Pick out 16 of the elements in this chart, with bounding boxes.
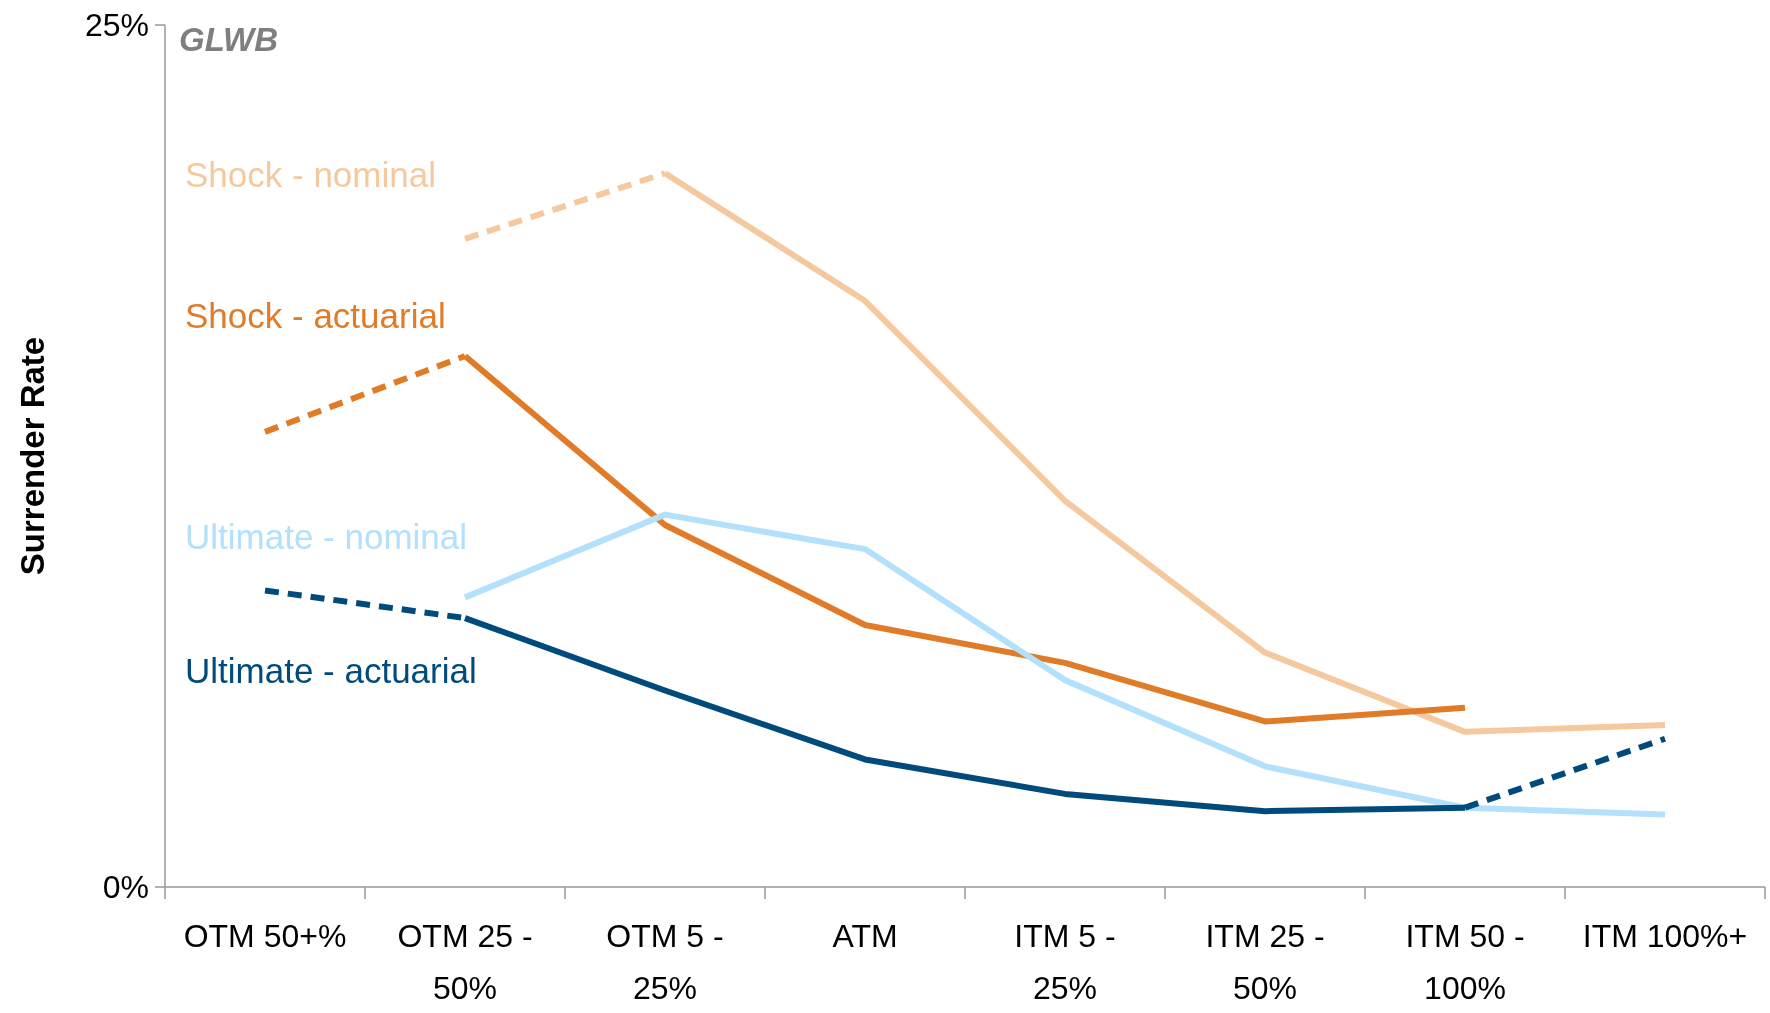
x-tick-label: OTM 50+% (183, 918, 347, 954)
y-tick-label: 0% (102, 869, 149, 906)
y-tick-label: 25% (84, 7, 149, 44)
chart-title: GLWB (179, 20, 278, 58)
x-tick-label: ITM 100%+ (1582, 918, 1748, 954)
x-tick-label: OTM 25 - 50% (397, 918, 533, 1006)
series-label: Ultimate - nominal (185, 516, 468, 556)
x-tick-label: ITM 50 - 100% (1405, 918, 1525, 1006)
x-tick-label: ATM (832, 918, 898, 954)
text: Shock - nominal (185, 155, 436, 195)
x-tick-label: ITM 25 - 50% (1205, 918, 1325, 1006)
x-tick-label: OTM 5 - 25% (606, 918, 724, 1006)
y-axis-title: Surrender Rate (14, 336, 51, 576)
x-tick-label: ITM 5 - 25% (1014, 918, 1116, 1006)
series-label: Shock - actuarial (185, 296, 446, 336)
series-label: Ultimate - actuarial (185, 650, 477, 690)
